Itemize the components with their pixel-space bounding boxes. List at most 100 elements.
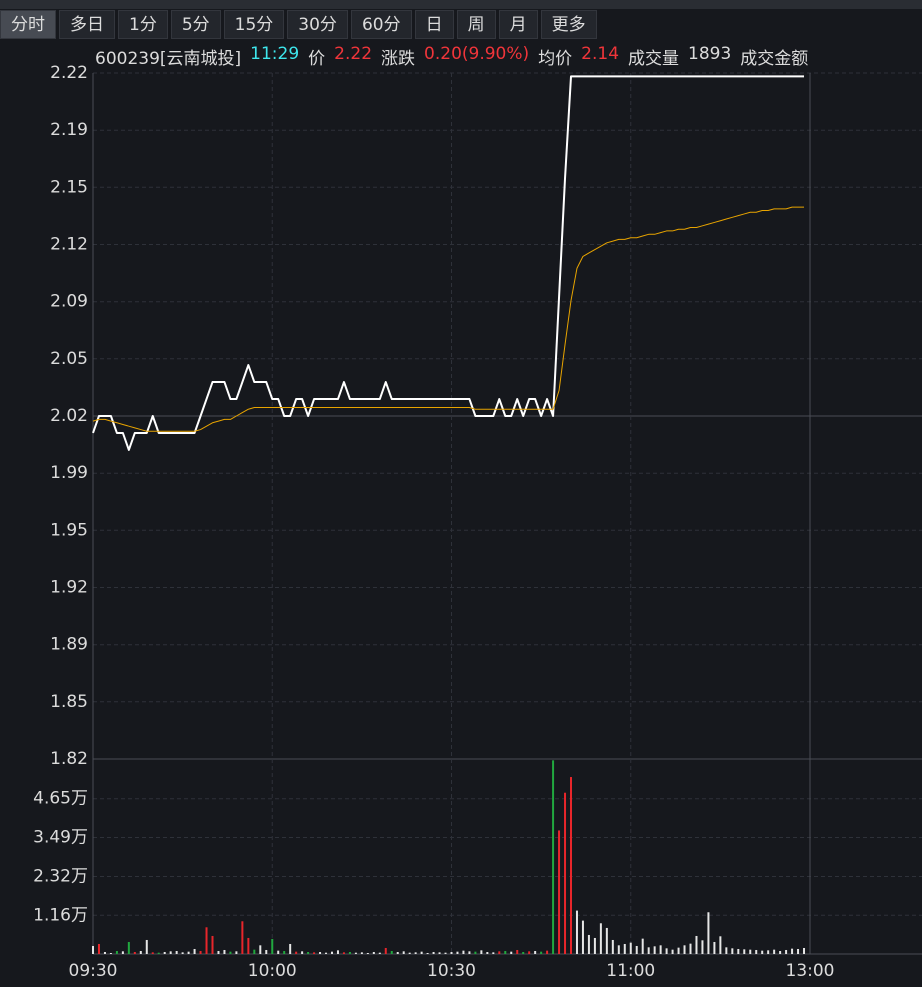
volume-bar bbox=[605, 927, 608, 954]
volume-bar bbox=[223, 949, 226, 954]
volume-bar bbox=[450, 951, 453, 954]
tab[interactable]: 更多 bbox=[540, 10, 597, 39]
x-tick-label: 10:30 bbox=[427, 961, 476, 981]
tab[interactable]: 5分 bbox=[170, 10, 221, 39]
volume-bar bbox=[575, 910, 578, 954]
volume-bar bbox=[193, 948, 196, 954]
volume-bar bbox=[444, 952, 447, 954]
volume-bar bbox=[737, 948, 740, 954]
volume-bar bbox=[247, 937, 250, 954]
volume-bar bbox=[163, 951, 166, 954]
volume-bar bbox=[767, 950, 770, 954]
volume-bar bbox=[313, 952, 316, 954]
volume-bar bbox=[319, 951, 322, 954]
volume-bar bbox=[109, 952, 112, 954]
y-tick-label: 1.82 bbox=[50, 749, 88, 769]
volume-bar bbox=[546, 950, 549, 954]
volume-bar bbox=[564, 792, 567, 954]
x-tick-label: 09:30 bbox=[69, 961, 118, 981]
tab[interactable]: 15分 bbox=[223, 10, 285, 39]
volume-bar bbox=[97, 943, 100, 954]
volume-bar bbox=[92, 945, 94, 954]
volume-bar bbox=[211, 935, 214, 954]
volume-bar bbox=[683, 945, 686, 954]
price-line bbox=[92, 75, 805, 451]
volume-bar bbox=[665, 948, 668, 954]
volume-bar bbox=[175, 950, 178, 954]
volume-bar bbox=[713, 941, 716, 954]
top-strip bbox=[0, 0, 922, 9]
change: 0.20(9.90%) bbox=[424, 44, 530, 64]
tab[interactable]: 周 bbox=[456, 10, 496, 39]
time: 11:29 bbox=[250, 44, 300, 64]
tab[interactable]: 月 bbox=[498, 10, 538, 39]
volume-bar bbox=[803, 947, 806, 954]
tab[interactable]: 1分 bbox=[118, 10, 168, 39]
volume-bar bbox=[199, 950, 202, 954]
volume-bar bbox=[360, 952, 363, 954]
volume-bar bbox=[348, 951, 351, 954]
volume-bar bbox=[587, 934, 590, 954]
volume-bar bbox=[426, 952, 429, 954]
y-tick-label: 2.05 bbox=[50, 349, 88, 369]
volume-bar bbox=[169, 951, 172, 954]
volume-bar bbox=[773, 949, 776, 954]
volume-bar bbox=[354, 952, 357, 954]
avg-line bbox=[92, 206, 805, 432]
volume-bar bbox=[755, 949, 758, 954]
volume-bar bbox=[504, 950, 507, 954]
price: 2.22 bbox=[334, 44, 373, 64]
tab[interactable]: 多日 bbox=[59, 10, 115, 39]
volume-bar bbox=[498, 951, 501, 954]
quote-info: 600239[云南城投] 11:29 价 2.22 涨跌 0.20(9.90%)… bbox=[95, 44, 808, 69]
volume-bar bbox=[593, 937, 596, 954]
volume-bar bbox=[103, 951, 106, 954]
change-label: 涨跌 bbox=[381, 49, 416, 69]
tab[interactable]: 60分 bbox=[350, 10, 412, 39]
volume-bar bbox=[797, 948, 800, 954]
volume-bar bbox=[432, 951, 435, 954]
y-tick-label: 2.19 bbox=[50, 120, 88, 140]
volume-bar bbox=[719, 936, 722, 954]
volume-bar bbox=[707, 912, 710, 954]
period-tabs: 分时 多日 1分 5分 15分 30分 60分日周月更多 bbox=[0, 10, 597, 39]
tab[interactable]: 分时 bbox=[0, 10, 56, 39]
volume-bar bbox=[235, 951, 238, 954]
volume-bar bbox=[295, 951, 298, 954]
tab[interactable]: 30分 bbox=[287, 10, 348, 39]
x-tick-label: 13:00 bbox=[786, 961, 835, 981]
volume-bar bbox=[265, 949, 268, 954]
volume-label: 成交量 bbox=[628, 49, 680, 69]
volume-bar bbox=[402, 951, 405, 954]
y-tick-label: 1.92 bbox=[50, 578, 88, 598]
y-tick-label: 2.15 bbox=[50, 177, 88, 197]
volume-bar bbox=[331, 951, 333, 954]
volume-bar bbox=[241, 921, 244, 954]
volume-bar bbox=[139, 950, 142, 954]
volume-bar bbox=[438, 952, 441, 954]
x-tick-label: 11:00 bbox=[606, 961, 655, 981]
volume-bar bbox=[641, 938, 644, 954]
volume-bar bbox=[701, 940, 704, 954]
volume-bar bbox=[516, 949, 519, 954]
volume-bar bbox=[492, 952, 495, 954]
volume-bar bbox=[725, 947, 728, 954]
tab[interactable]: 日 bbox=[414, 10, 454, 39]
volume-bar bbox=[342, 952, 345, 954]
volume-bar bbox=[181, 952, 184, 954]
volume-bar bbox=[611, 939, 614, 954]
volume-bar bbox=[283, 950, 286, 954]
volume-bar bbox=[372, 951, 375, 954]
volume-bar bbox=[115, 950, 118, 954]
volume-bar bbox=[205, 927, 208, 954]
volume-bar bbox=[121, 951, 124, 954]
volume-bar bbox=[157, 952, 160, 954]
volume-bar bbox=[259, 945, 262, 954]
volume-bar bbox=[510, 951, 513, 954]
volume-bar bbox=[456, 951, 459, 954]
volume-bar bbox=[277, 950, 280, 954]
volume-bar bbox=[486, 951, 489, 954]
volume-bar bbox=[325, 952, 328, 954]
